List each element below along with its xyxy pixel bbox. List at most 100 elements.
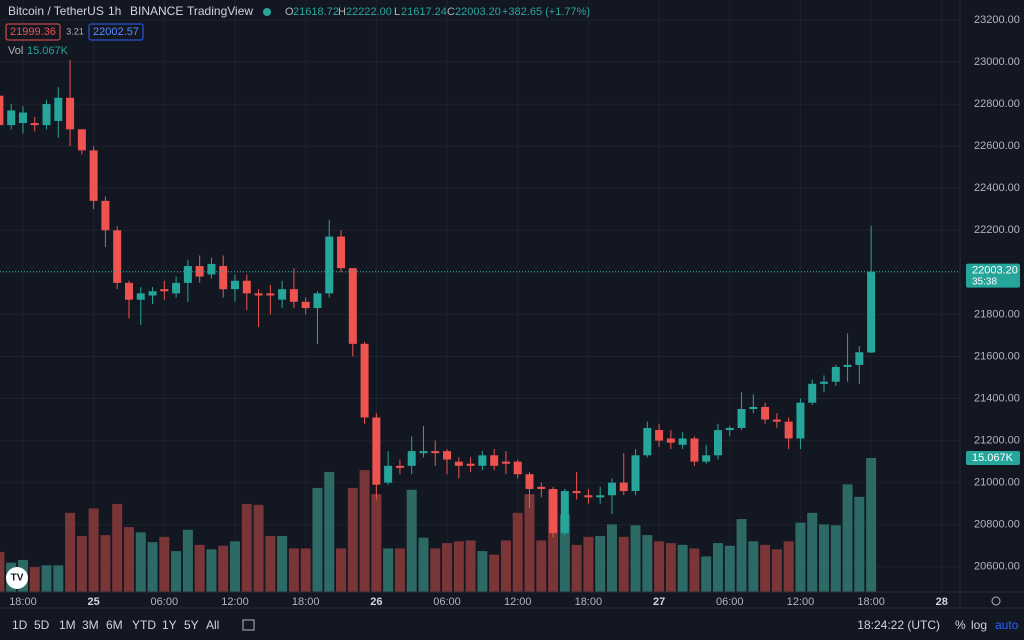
range-button[interactable]: 5Y bbox=[184, 618, 199, 632]
candle-body bbox=[702, 455, 711, 462]
candle-body bbox=[619, 482, 628, 492]
x-tick-label: 06:00 bbox=[433, 596, 461, 608]
volume-bar bbox=[218, 545, 229, 592]
candle-body bbox=[678, 438, 687, 445]
candle-body bbox=[360, 343, 369, 418]
volume-bar bbox=[100, 535, 111, 592]
volume-bar bbox=[53, 565, 64, 592]
candle-body bbox=[407, 451, 416, 466]
candle-body bbox=[560, 491, 569, 534]
y-tick-label: 21000.00 bbox=[974, 477, 1020, 489]
candle-body bbox=[843, 364, 852, 367]
volume-bar bbox=[807, 512, 818, 592]
percent-toggle[interactable]: % bbox=[955, 618, 966, 632]
goto-date-icon[interactable] bbox=[242, 619, 255, 631]
volume-bar bbox=[783, 541, 794, 592]
volume-bar bbox=[559, 514, 570, 592]
auto-toggle[interactable]: auto bbox=[995, 618, 1019, 632]
volume-bar bbox=[654, 541, 665, 592]
candle-body bbox=[419, 451, 428, 454]
volume-bar bbox=[442, 543, 453, 592]
range-button[interactable]: 1Y bbox=[162, 618, 177, 632]
volume-bar bbox=[300, 548, 311, 592]
volume-bar bbox=[677, 544, 688, 592]
range-button[interactable]: 6M bbox=[106, 618, 123, 632]
svg-text:TV: TV bbox=[11, 573, 24, 584]
volume-bar bbox=[265, 535, 276, 592]
x-tick-label: 25 bbox=[88, 596, 100, 608]
volume-bar bbox=[182, 529, 193, 592]
volume-bar bbox=[618, 536, 629, 592]
candle-body bbox=[18, 112, 27, 124]
symbol[interactable]: Bitcoin / TetherUS bbox=[8, 4, 104, 18]
volume-bar bbox=[29, 567, 40, 592]
candle-body bbox=[867, 271, 876, 353]
ohlc-c: 22003.20 bbox=[455, 6, 501, 18]
status-dot bbox=[263, 8, 271, 16]
candle-body bbox=[289, 289, 298, 302]
ohlc-l-label: L bbox=[394, 6, 400, 18]
candle-body bbox=[607, 482, 616, 496]
candle-body bbox=[501, 461, 510, 464]
volume-bar bbox=[548, 489, 559, 592]
log-toggle[interactable]: log bbox=[971, 618, 987, 632]
range-button[interactable]: All bbox=[206, 618, 219, 632]
candle-body bbox=[101, 200, 110, 231]
volume-bar bbox=[65, 512, 76, 592]
range-button[interactable]: 3M bbox=[82, 618, 99, 632]
ohlc-l: 21617.24 bbox=[401, 6, 447, 18]
y-tick-label: 22200.00 bbox=[974, 224, 1020, 236]
candle-body bbox=[395, 465, 404, 468]
bid[interactable]: 21999.36 bbox=[10, 26, 56, 38]
candle-body bbox=[160, 289, 169, 292]
x-tick-label: 27 bbox=[653, 596, 665, 608]
range-button[interactable]: 5D bbox=[34, 618, 50, 632]
y-tick-label: 21600.00 bbox=[974, 350, 1020, 362]
candle-body bbox=[148, 291, 157, 296]
volume-bar bbox=[253, 504, 264, 592]
volume-bar bbox=[689, 548, 700, 592]
volume-bar bbox=[642, 535, 653, 592]
candle-body bbox=[631, 455, 640, 492]
bid-box[interactable] bbox=[5, 23, 61, 41]
ask-box[interactable] bbox=[88, 23, 144, 41]
candle-body bbox=[219, 266, 228, 290]
last-price-box bbox=[966, 263, 1020, 288]
exchange: BINANCE bbox=[130, 4, 183, 18]
candle-body bbox=[713, 430, 722, 456]
volume-bar bbox=[277, 535, 288, 592]
range-button[interactable]: 1M bbox=[59, 618, 76, 632]
candle-body bbox=[737, 409, 746, 428]
candle-body bbox=[443, 451, 452, 460]
volume-bar bbox=[430, 548, 441, 592]
volume-bar bbox=[194, 544, 205, 592]
legend: Bitcoin / TetherUS 1h BINANCE TradingVie… bbox=[5, 4, 590, 57]
candle-body bbox=[0, 95, 4, 126]
volume-bar bbox=[665, 543, 676, 592]
x-tick-label: 12:00 bbox=[221, 596, 249, 608]
interval[interactable]: 1h bbox=[108, 4, 121, 18]
ohlc-o: 21618.72 bbox=[293, 6, 339, 18]
clock: 18:24:22 (UTC) bbox=[857, 618, 940, 632]
candle-body bbox=[820, 381, 828, 384]
range-button[interactable]: YTD bbox=[132, 618, 156, 632]
candle-body bbox=[42, 104, 51, 126]
candle-body bbox=[725, 427, 734, 431]
candle-body bbox=[172, 282, 181, 294]
candle-body bbox=[124, 282, 133, 300]
candle-body bbox=[113, 230, 122, 283]
candle-body bbox=[490, 455, 499, 466]
candle-body bbox=[431, 451, 440, 454]
candle-body bbox=[77, 129, 86, 151]
volume-bar bbox=[41, 565, 52, 592]
settings-icon[interactable] bbox=[991, 596, 1001, 606]
candle-body bbox=[337, 236, 346, 269]
candle-body bbox=[784, 421, 793, 439]
volume-bar bbox=[760, 544, 771, 592]
y-tick-label: 23200.00 bbox=[974, 14, 1020, 26]
volume-bar bbox=[500, 540, 511, 592]
ask[interactable]: 22002.57 bbox=[93, 26, 139, 38]
range-button[interactable]: 1D bbox=[12, 618, 28, 632]
candle-body bbox=[278, 289, 287, 300]
